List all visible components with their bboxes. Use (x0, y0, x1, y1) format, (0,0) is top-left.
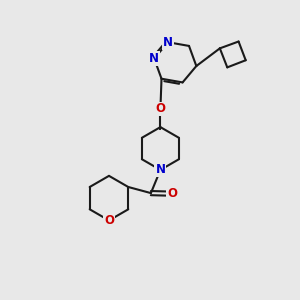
Text: O: O (167, 187, 177, 200)
Text: N: N (163, 36, 173, 49)
Text: O: O (155, 103, 165, 116)
Text: N: N (155, 164, 165, 176)
Text: N: N (149, 52, 159, 65)
Text: O: O (104, 214, 114, 227)
